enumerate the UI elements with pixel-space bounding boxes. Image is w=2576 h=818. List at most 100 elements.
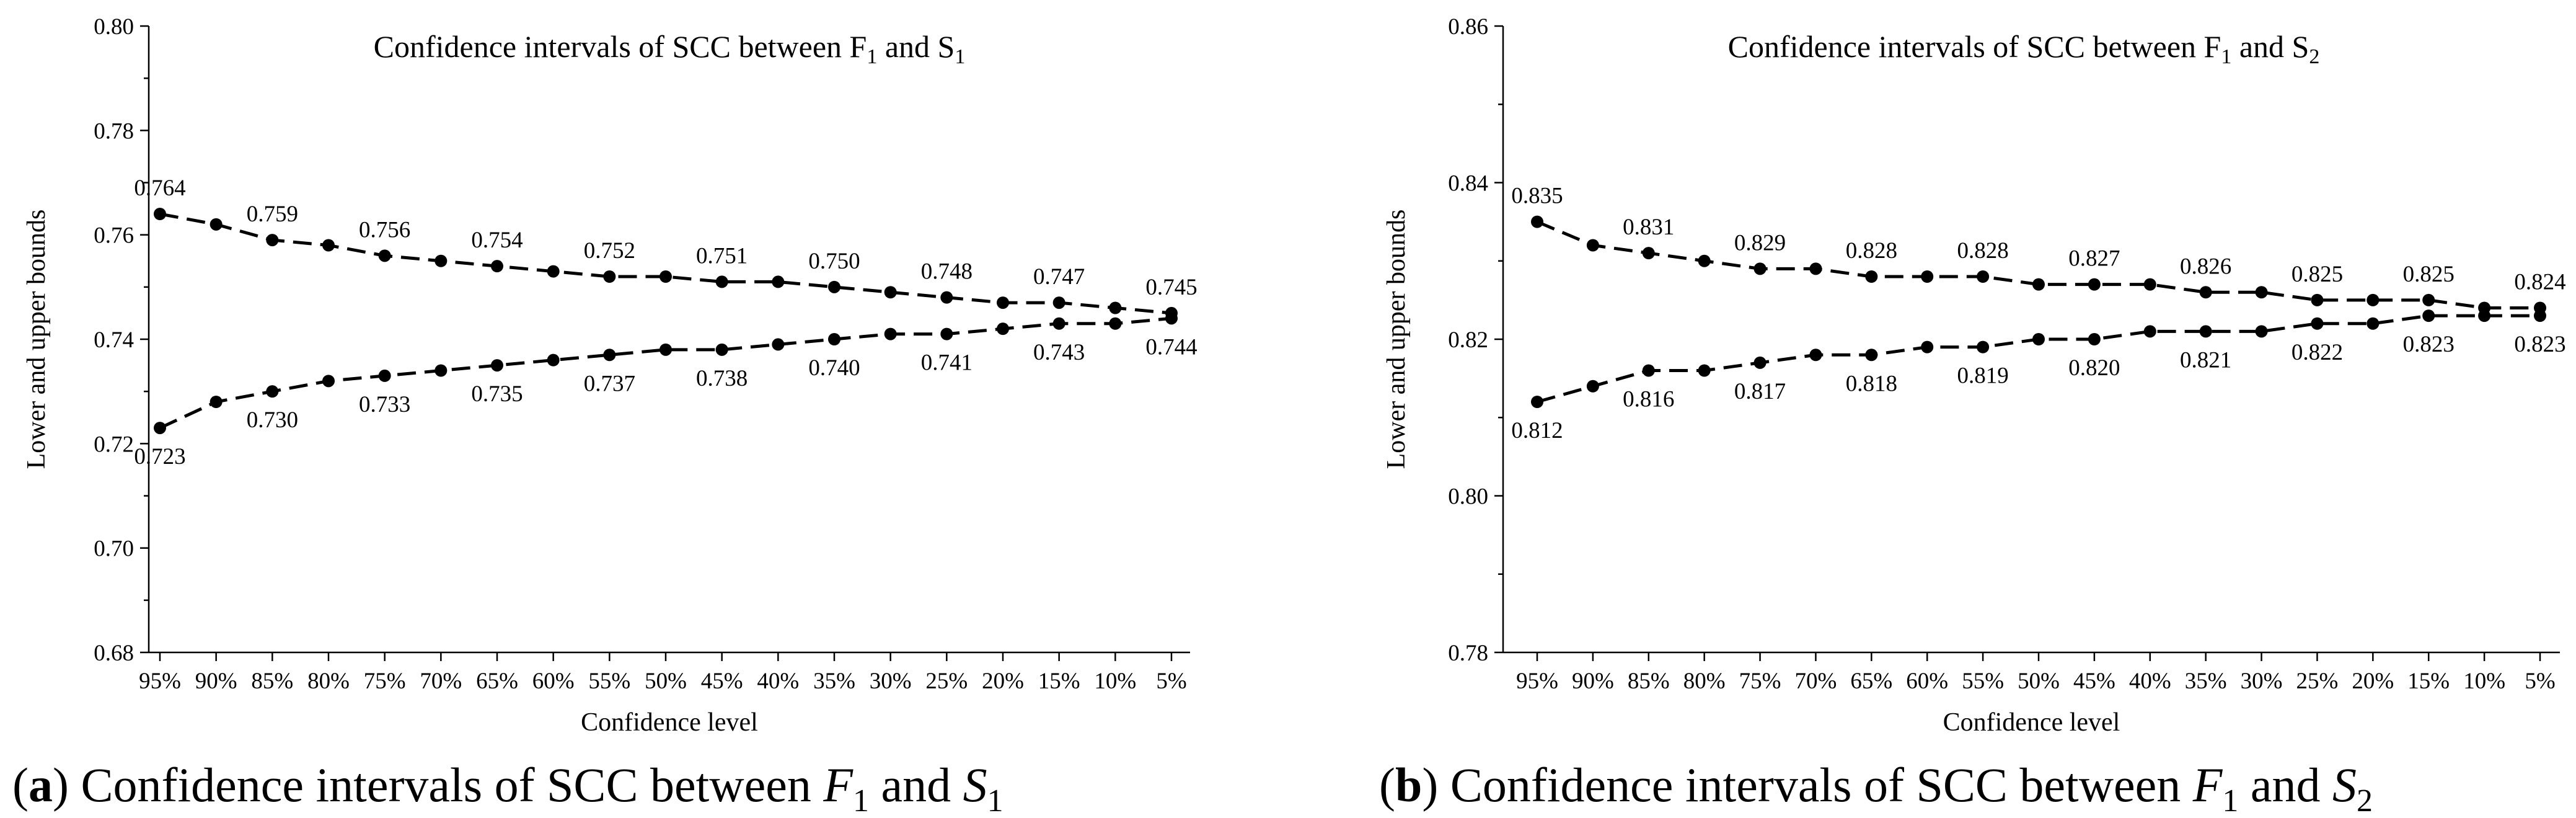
x-tick-label: 5% <box>2525 669 2555 694</box>
data-point <box>1642 364 1655 377</box>
data-point <box>884 327 897 340</box>
data-point <box>1531 396 1543 408</box>
data-label: 0.835 <box>1511 184 1563 209</box>
x-tick-label: 35% <box>2185 669 2227 694</box>
data-point <box>2311 317 2324 330</box>
data-point <box>547 265 560 278</box>
x-tick-label: 90% <box>195 669 237 694</box>
figure-caption: (b) Confidence intervals of SCC between … <box>1379 758 2373 818</box>
data-point <box>2366 317 2380 330</box>
data-point <box>2422 309 2435 322</box>
chart-title: Confidence intervals of SCC between F1 a… <box>1728 29 2320 68</box>
data-point <box>1586 380 1599 393</box>
data-point <box>1531 215 1543 228</box>
data-label: 0.827 <box>2068 246 2120 272</box>
chart-title: Confidence intervals of SCC between F1 a… <box>374 29 966 68</box>
data-point <box>210 218 223 231</box>
data-point <box>1165 312 1178 325</box>
data-label: 0.751 <box>696 243 748 269</box>
y-axis-title: Lower and upper bounds <box>1382 210 1411 469</box>
x-tick-label: 55% <box>588 669 630 694</box>
x-tick-label: 30% <box>870 669 912 694</box>
data-label: 0.826 <box>2180 254 2231 279</box>
data-label: 0.745 <box>1145 275 1197 300</box>
data-point <box>1109 301 1122 314</box>
x-tick-label: 15% <box>2407 669 2450 694</box>
data-point <box>940 327 953 340</box>
data-label: 0.740 <box>808 355 860 381</box>
data-label: 0.738 <box>696 366 748 391</box>
y-tick-label: 0.80 <box>94 14 134 40</box>
data-label: 0.741 <box>921 350 973 376</box>
data-point <box>1865 349 1878 362</box>
data-point <box>2088 278 2101 291</box>
x-tick-label: 85% <box>251 669 293 694</box>
data-label: 0.743 <box>1033 340 1085 365</box>
data-label: 0.825 <box>2291 262 2343 287</box>
data-point <box>659 270 672 283</box>
x-tick-label: 80% <box>1683 669 1726 694</box>
data-label: 0.750 <box>808 249 860 274</box>
data-point <box>772 338 785 351</box>
y-tick-label: 0.74 <box>94 327 134 353</box>
data-label: 0.812 <box>1511 418 1563 443</box>
x-tick-label: 20% <box>2352 669 2394 694</box>
series-line-lower <box>159 316 1172 430</box>
data-point <box>2143 325 2156 338</box>
data-point <box>2032 333 2045 345</box>
data-point <box>2311 293 2324 306</box>
data-point <box>154 208 166 220</box>
x-axis-title: Confidence level <box>581 708 758 737</box>
series-line-upper <box>1537 220 2540 309</box>
series-line-lower <box>1537 314 2540 404</box>
data-point <box>2088 333 2101 345</box>
data-point <box>1698 364 1711 377</box>
data-label: 0.735 <box>471 381 523 407</box>
x-tick-label: 70% <box>420 669 462 694</box>
data-point <box>1698 254 1711 267</box>
data-point <box>1921 340 1934 353</box>
data-point <box>1809 349 1822 362</box>
data-point <box>1753 356 1767 369</box>
data-point <box>491 260 503 273</box>
x-tick-label: 60% <box>532 669 575 694</box>
data-point <box>266 385 279 398</box>
data-point <box>2032 278 2045 291</box>
data-point <box>491 359 503 372</box>
x-tick-label: 45% <box>2073 669 2115 694</box>
data-point <box>434 254 448 267</box>
data-label: 0.821 <box>2180 347 2231 373</box>
data-label: 0.820 <box>2068 355 2120 381</box>
data-label: 0.824 <box>2514 270 2565 295</box>
data-label: 0.818 <box>1846 371 1897 396</box>
y-tick-label: 0.78 <box>94 118 134 144</box>
y-tick-label: 0.76 <box>94 223 134 249</box>
data-label: 0.819 <box>1957 363 2008 389</box>
x-tick-label: 35% <box>813 669 855 694</box>
x-tick-label: 20% <box>982 669 1024 694</box>
data-point <box>603 270 616 283</box>
x-tick-label: 45% <box>701 669 743 694</box>
data-label: 0.817 <box>1734 379 1786 404</box>
data-label: 0.823 <box>2403 332 2455 357</box>
data-label: 0.733 <box>359 392 410 417</box>
data-point <box>2255 286 2268 299</box>
data-label: 0.823 <box>2514 332 2565 357</box>
data-point <box>322 239 335 252</box>
data-point <box>1977 270 1990 283</box>
y-tick-label: 0.68 <box>94 641 134 666</box>
x-tick-label: 30% <box>2241 669 2283 694</box>
data-point <box>1642 247 1655 260</box>
data-point <box>715 275 728 288</box>
x-tick-label: 55% <box>1962 669 2004 694</box>
data-point <box>154 422 166 435</box>
data-point <box>547 353 560 367</box>
x-tick-label: 75% <box>364 669 406 694</box>
data-label: 0.747 <box>1033 264 1085 290</box>
x-tick-label: 50% <box>2018 669 2060 694</box>
data-point <box>603 349 616 362</box>
x-tick-label: 40% <box>2129 669 2171 694</box>
data-point <box>884 286 897 299</box>
data-label: 0.831 <box>1623 215 1674 240</box>
data-point <box>1865 270 1878 283</box>
